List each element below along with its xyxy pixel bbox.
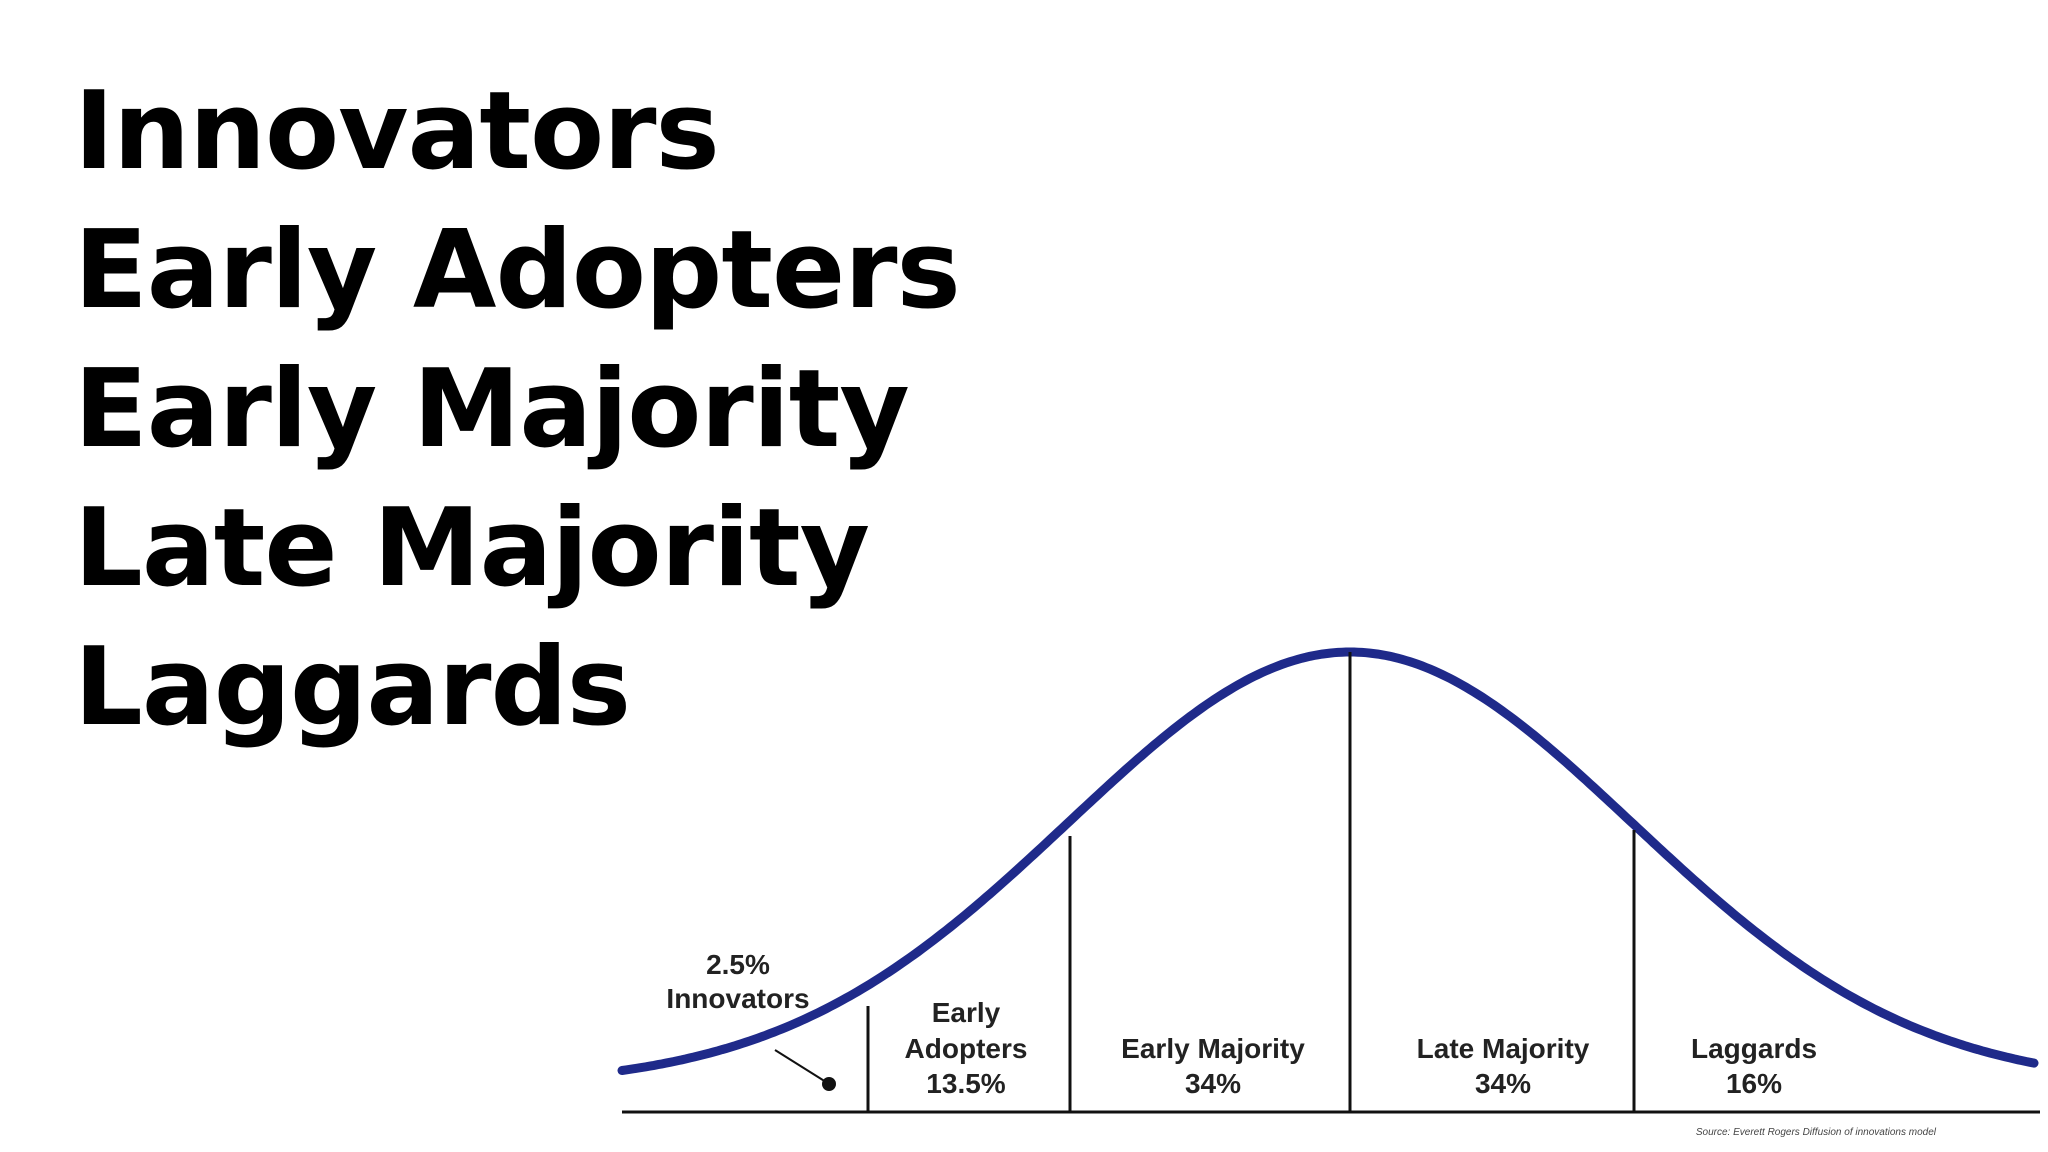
label-innovators-percent: 2.5%	[706, 949, 770, 980]
heading-innovators: Innovators	[74, 69, 720, 194]
label-early-adopters-line2: Adopters	[905, 1033, 1028, 1064]
innovators-dot	[822, 1077, 836, 1091]
label-early-adopters-line1: Early	[932, 997, 1001, 1028]
label-early-majority-percent: 34%	[1185, 1068, 1241, 1099]
label-laggards: Laggards	[1691, 1033, 1817, 1064]
label-late-majority: Late Majority	[1417, 1033, 1590, 1064]
label-late-majority-percent: 34%	[1475, 1068, 1531, 1099]
source-note: Source: Everett Rogers Diffusion of inno…	[1696, 1127, 1937, 1138]
bell-curve	[617, 647, 2039, 1075]
heading-early-majority: Early Majority	[74, 347, 910, 472]
heading-late-majority: Late Majority	[74, 486, 870, 611]
adopter-category-list: Innovators Early Adopters Early Majority…	[74, 62, 961, 757]
heading-laggards: Laggards	[74, 625, 631, 750]
label-laggards-percent: 16%	[1726, 1068, 1782, 1099]
heading-early-adopters: Early Adopters	[74, 208, 961, 333]
label-early-adopters-percent: 13.5%	[926, 1068, 1005, 1099]
label-early-majority: Early Majority	[1121, 1033, 1305, 1064]
label-innovators: Innovators	[666, 983, 809, 1014]
innovators-pointer	[774, 1049, 827, 1083]
